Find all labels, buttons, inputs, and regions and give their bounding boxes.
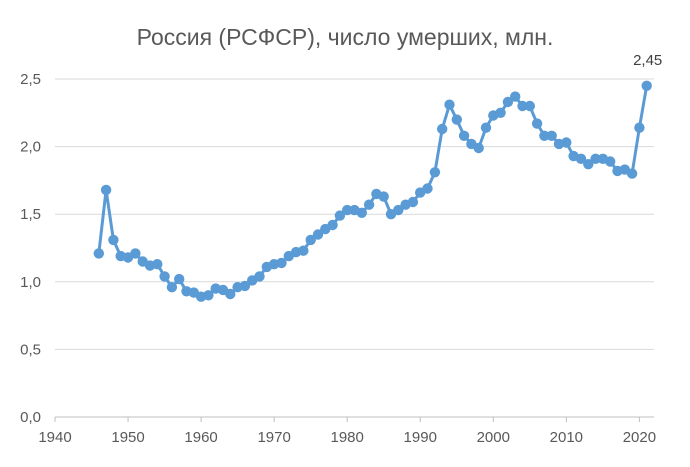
x-tick-label: 1970 [257,429,290,446]
data-point [393,204,404,216]
data-point [327,219,338,231]
data-point [203,290,214,301]
y-tick-label: 0,0 [20,409,41,426]
data-point [583,159,594,170]
data-point [437,123,448,135]
y-tick-label: 1,5 [20,206,41,223]
data-point [517,100,528,112]
data-point [590,153,601,164]
data-point [130,248,141,259]
x-tick-label: 1980 [331,429,364,446]
data-point [254,271,265,282]
chart-title: Россия (РСФСР), число умерших, млн. [137,24,554,50]
data-point [495,107,506,119]
data-point [276,257,287,269]
y-tick-label: 0,5 [20,341,41,358]
data-point [100,184,112,196]
data-point [239,280,251,292]
data-point [641,80,652,92]
data-point [378,191,389,202]
data-point [429,167,441,178]
data-point [312,229,324,240]
data-point [524,100,535,112]
data-point [480,122,492,133]
data-point [305,234,316,246]
data-point [159,271,170,282]
y-tick-label: 2,5 [20,71,41,88]
x-tick-label: 2000 [477,429,510,446]
x-tick-label: 1940 [38,429,71,446]
x-tick-label: 1960 [184,429,217,446]
x-tick-label: 2020 [623,429,656,446]
data-point [166,282,178,293]
data-point [626,168,638,179]
data-point [502,96,514,108]
data-point [407,196,419,208]
data-point [575,153,587,164]
data-point [531,118,543,129]
axes: 0,0 0,5 1,0 1,5 2,0 2,5 1940 1950 1960 1970 1980 19… [20,71,656,446]
data-point [510,91,521,102]
data-point [605,156,616,167]
data-point [561,137,572,148]
data-point [451,114,462,125]
data-point [458,130,470,141]
data-point [298,245,309,256]
series [93,80,652,302]
y-tick-label: 1,0 [20,274,41,291]
data-point [152,259,163,270]
data-point [546,130,557,141]
data-point [473,142,484,154]
y-tick-label: 2,0 [20,139,41,156]
data-point [422,183,433,194]
data-point [444,99,455,110]
data-point [342,204,353,216]
data-point [334,210,346,221]
data-labels: 2,45 [633,52,662,69]
data-label: 2,45 [633,52,662,69]
data-point [225,288,236,300]
x-tick-label: 1950 [111,429,144,446]
data-point [108,234,119,246]
data-point [363,199,375,210]
data-point [93,248,105,259]
data-point [539,130,550,141]
data-point [174,273,185,285]
x-tick-label: 1990 [404,429,437,446]
data-point [634,122,645,133]
x-tick-label: 2010 [550,429,583,446]
data-point [356,207,367,218]
